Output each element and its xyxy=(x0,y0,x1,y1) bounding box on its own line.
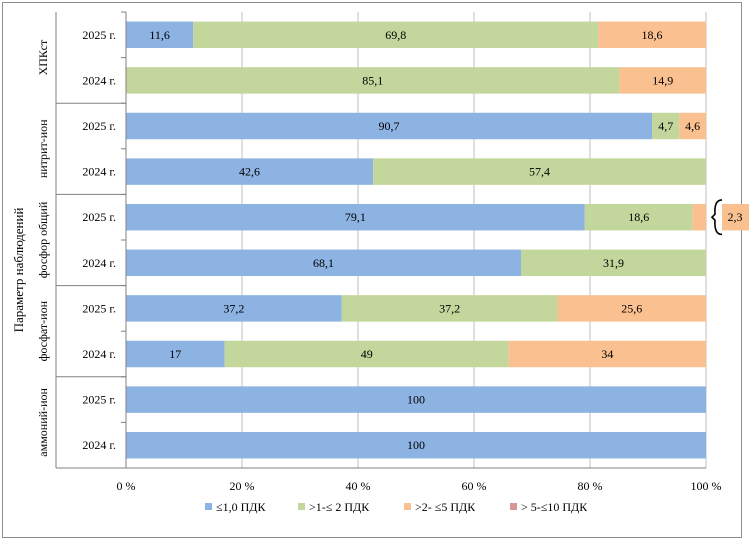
row-label: 2024 г. xyxy=(82,73,116,87)
bar-segment xyxy=(126,249,521,277)
y-axis-title: Параметр наблюдений xyxy=(11,208,26,333)
legend-label: >2- ≤5 ПДК xyxy=(415,500,476,514)
data-label: 68,1 xyxy=(313,256,334,270)
bar-segment xyxy=(373,158,706,185)
data-label: 14,9 xyxy=(652,73,673,87)
bar-segment xyxy=(126,295,342,322)
bar-segment xyxy=(126,112,653,140)
data-label: 37,2 xyxy=(223,301,244,315)
data-label: 18,6 xyxy=(628,210,649,224)
legend-swatch xyxy=(510,503,517,510)
row-label: 2025 г. xyxy=(82,393,116,407)
row-label: 2025 г. xyxy=(82,119,116,133)
row-label: 2025 г. xyxy=(82,210,116,224)
data-label: 31,9 xyxy=(603,256,624,270)
tick-labels: 0 % 20 % 40 % 60 % 80 % 100 % ХПКст 2025 г. 2024… xyxy=(36,28,722,493)
data-label: 34 xyxy=(601,347,613,361)
bar-segment xyxy=(126,21,194,49)
bar-segment xyxy=(557,295,706,322)
row-label: 2024 г. xyxy=(82,165,116,179)
group-label: нитрит-ион xyxy=(36,119,50,178)
bar-segment xyxy=(126,203,585,231)
group-label: аммоний-ион xyxy=(36,388,50,457)
legend-swatch xyxy=(404,503,411,510)
bar-segment xyxy=(126,386,706,413)
group-label: ХПКст xyxy=(36,39,50,75)
data-label: 49 xyxy=(361,347,373,361)
data-label: 18,6 xyxy=(642,28,663,42)
bar-segment xyxy=(692,203,706,231)
x-tick-label: 60 % xyxy=(462,479,487,493)
x-tick-label: 0 % xyxy=(117,479,136,493)
bar-segment xyxy=(224,340,509,368)
data-label: 25,6 xyxy=(621,301,642,315)
bar-segment xyxy=(126,158,374,185)
chart-frame xyxy=(2,2,742,538)
legend-swatch xyxy=(298,503,305,510)
data-label: 17 xyxy=(169,347,181,361)
data-label: 4,6 xyxy=(685,119,700,133)
bar-segment xyxy=(619,67,706,94)
bar-segment xyxy=(598,21,706,49)
bar-segment xyxy=(679,112,706,140)
row-label: 2024 г. xyxy=(82,256,116,270)
data-label: 85,1 xyxy=(362,73,383,87)
data-label: 11,6 xyxy=(149,28,170,42)
row-label: 2024 г. xyxy=(82,347,116,361)
data-label: 79,1 xyxy=(345,210,366,224)
group-label: фосфор общий xyxy=(36,201,50,278)
x-tick-label: 20 % xyxy=(230,479,255,493)
x-tick-label: 100 % xyxy=(691,479,722,493)
bars xyxy=(126,21,706,459)
data-labels: 11,6 69,8 18,6 85,1 14,9 90,7 4,7 4,6 42,6 57,4 79… xyxy=(149,28,749,452)
bar-segment xyxy=(126,431,706,459)
callout-bracket xyxy=(710,199,723,236)
x-tick-label: 80 % xyxy=(578,479,603,493)
legend-label: >1-≤ 2 ПДК xyxy=(309,500,370,514)
data-label: 100 xyxy=(407,438,425,452)
row-label: 2025 г. xyxy=(82,301,116,315)
row-label: 2024 г. xyxy=(82,438,116,452)
x-tick-label: 40 % xyxy=(346,479,371,493)
data-label: 100 xyxy=(407,393,425,407)
data-label: 90,7 xyxy=(379,119,400,133)
bar-segment xyxy=(126,340,225,368)
bar-segment xyxy=(652,112,680,140)
bar-segment xyxy=(584,203,693,231)
data-label: 57,4 xyxy=(529,165,550,179)
data-label: 69,8 xyxy=(385,28,406,42)
axes xyxy=(55,11,706,469)
group-label: фосфат-ион xyxy=(36,300,50,361)
bar-segment xyxy=(126,67,620,94)
legend-label: ≤1,0 ПДК xyxy=(216,500,266,514)
bar-segment xyxy=(341,295,558,322)
data-label: 37,2 xyxy=(439,301,460,315)
bar-segment xyxy=(193,21,599,49)
row-label: 2025 г. xyxy=(82,28,116,42)
data-label: 42,6 xyxy=(239,165,260,179)
data-label: 4,7 xyxy=(658,119,673,133)
bar-segment xyxy=(520,249,706,277)
callout-label: 2,3 xyxy=(728,210,743,224)
legend-label: > 5-≤10 ПДК xyxy=(521,500,588,514)
bar-segment xyxy=(508,340,706,368)
callout-box xyxy=(722,203,749,231)
legend: ≤1,0 ПДК >1-≤ 2 ПДК >2- ≤5 ПДК > 5-≤10 ПДК xyxy=(205,500,588,514)
legend-swatch xyxy=(205,503,212,510)
